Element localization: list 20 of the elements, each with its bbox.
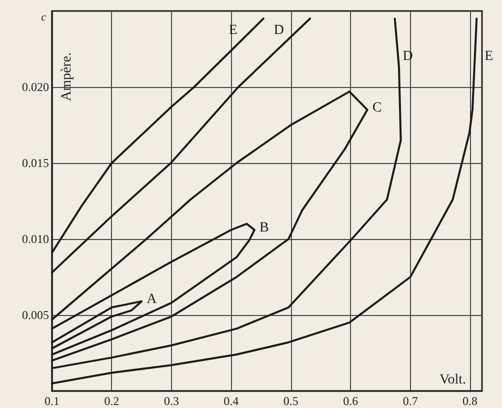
x-tick-label: 0.2: [104, 394, 120, 408]
x-tick-label: 0.3: [164, 394, 179, 408]
series-label: D: [274, 23, 284, 38]
x-tick-label: 0.4: [224, 394, 239, 408]
x-tick-label: 0.5: [283, 394, 298, 408]
series-label: B: [259, 220, 269, 236]
y-axis-title: Ampère.: [60, 52, 74, 101]
x-axis-title: Volt.: [439, 372, 466, 388]
y-tick-label: 0.015: [22, 156, 49, 170]
x-tick-label: 0.7: [402, 394, 418, 408]
y-tick-label: 0.020: [22, 80, 49, 94]
series-label: A: [146, 292, 158, 307]
y-tick-label: 0.005: [22, 308, 49, 322]
x-tick-label: 0.1: [44, 394, 60, 408]
text: E: [484, 49, 494, 64]
text: c: [41, 12, 46, 24]
series-label: C: [372, 100, 382, 116]
x-tick-label: 0.6: [343, 394, 358, 408]
y-tick-label: 0.010: [22, 232, 49, 246]
x-tick-label: 0.8: [462, 394, 478, 408]
